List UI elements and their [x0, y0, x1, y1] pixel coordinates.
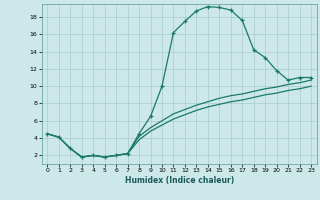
X-axis label: Humidex (Indice chaleur): Humidex (Indice chaleur): [124, 176, 234, 185]
